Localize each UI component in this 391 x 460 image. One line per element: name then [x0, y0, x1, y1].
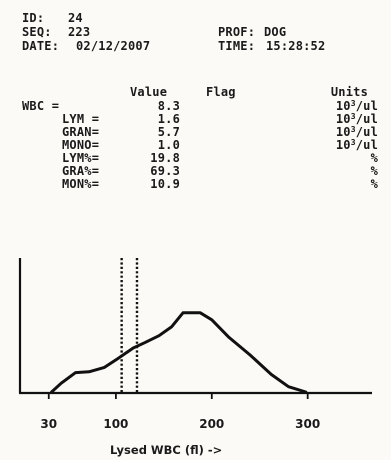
row-unit-lym-pct: %: [370, 151, 378, 165]
row-label-gra-pct: GRA%=: [62, 164, 100, 178]
time-label: TIME:: [218, 39, 256, 53]
prof-label: PROF:: [218, 25, 256, 39]
x-tick-label-100: 100: [103, 417, 128, 431]
row-unit-gran: 103/ul: [335, 125, 378, 139]
id-label: ID:: [22, 11, 45, 25]
distribution-curve-1: [50, 311, 308, 394]
row-value-wbc: 8.3: [157, 99, 180, 113]
time-value: 15:28:52: [266, 39, 326, 53]
row-value-gran: 5.7: [157, 125, 180, 139]
row-label-gran: GRAN=: [62, 125, 100, 139]
units-column-header: Units: [330, 85, 368, 99]
x-tick-label-200: 200: [199, 417, 224, 431]
row-label-lym-pct: LYM%=: [62, 151, 100, 165]
row-unit-lym: 103/ul: [335, 112, 378, 126]
x-tick-label-30: 30: [40, 417, 57, 431]
seq-label: SEQ:: [22, 25, 52, 39]
row-unit-wbc: 103/ul: [335, 99, 378, 113]
row-value-lym: 1.6: [157, 112, 180, 126]
row-label-mon-pct: MON%=: [62, 177, 100, 191]
row-label-mono: MONO=: [62, 138, 100, 152]
row-value-gra-pct: 69.3: [150, 164, 180, 178]
seq-value: 223: [68, 25, 91, 39]
row-value-mon-pct: 10.9: [150, 177, 180, 191]
x-axis-label: Lysed WBC (fl) ->: [110, 443, 223, 457]
row-unit-mono: 103/ul: [335, 138, 378, 152]
row-label-wbc: WBC =: [22, 99, 60, 113]
row-unit-mon-pct: %: [370, 177, 378, 191]
value-column-header: Value: [130, 85, 168, 99]
id-value: 24: [68, 11, 83, 25]
row-label-lym: LYM =: [62, 112, 100, 126]
date-label: DATE:: [22, 39, 60, 53]
row-value-lym-pct: 19.8: [150, 151, 180, 165]
prof-value: DOG: [264, 25, 287, 39]
row-value-mono: 1.0: [157, 138, 180, 152]
flag-column-header: Flag: [206, 85, 236, 99]
row-unit-gra-pct: %: [370, 164, 378, 178]
x-tick-label-300: 300: [295, 417, 320, 431]
date-value: 02/12/2007: [76, 39, 151, 53]
